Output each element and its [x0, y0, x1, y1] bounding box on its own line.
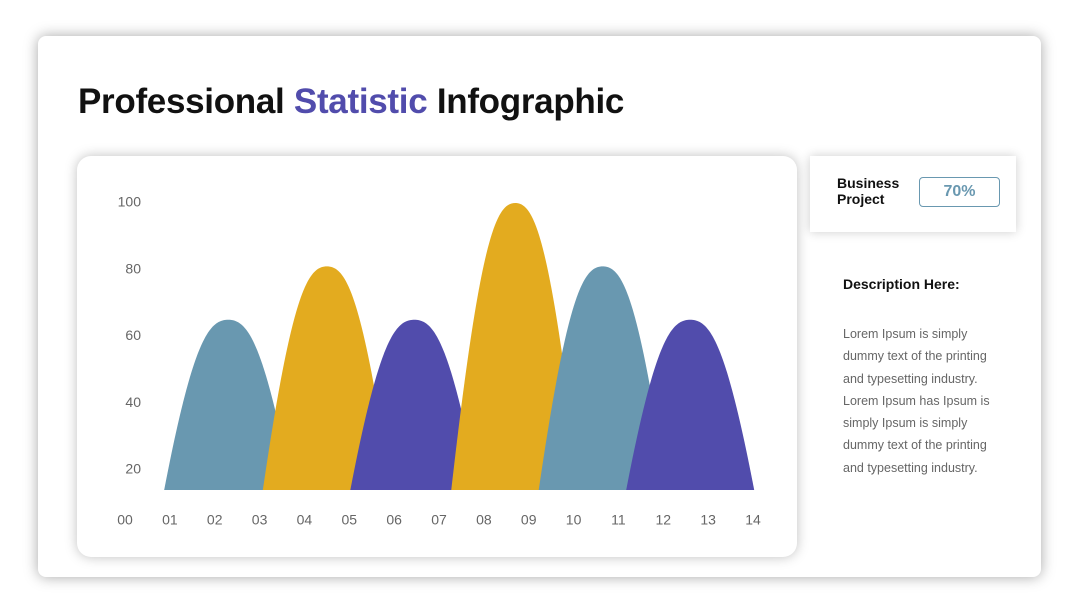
- x-tick-label: 09: [521, 512, 537, 528]
- x-tick-label: 00: [117, 512, 133, 528]
- peak: [164, 319, 293, 490]
- x-tick-label: 13: [700, 512, 716, 528]
- y-tick-label: 100: [118, 194, 142, 210]
- x-tick-label: 01: [162, 512, 178, 528]
- title-end: Infographic: [436, 82, 625, 121]
- x-tick-label: 05: [341, 512, 357, 528]
- x-tick-label: 14: [745, 512, 761, 528]
- y-tick-label: 20: [125, 461, 141, 477]
- x-tick-label: 02: [207, 512, 223, 528]
- x-tick-label: 12: [655, 512, 671, 528]
- x-tick-label: 06: [386, 512, 402, 528]
- stat-label: Business Project: [837, 175, 900, 207]
- peak: [350, 319, 479, 490]
- description-heading: Description Here:: [843, 276, 960, 292]
- title-highlight: Statistic: [293, 82, 428, 121]
- x-tick-label: 07: [431, 512, 447, 528]
- stat-card: Business Project 70%: [810, 156, 1016, 232]
- x-tick-label: 10: [566, 512, 582, 528]
- description-body: Lorem Ipsum is simply dummy text of the …: [843, 327, 990, 475]
- title: Professional Statistic Infographic: [78, 82, 624, 122]
- y-tick-label: 80: [125, 260, 141, 276]
- x-tick-label: 04: [297, 512, 313, 528]
- stat-badge: 70%: [919, 177, 1000, 207]
- x-tick-label: 03: [252, 512, 268, 528]
- peak: [626, 319, 755, 490]
- y-tick-label: 60: [125, 327, 141, 343]
- x-tick-label: 11: [611, 512, 626, 528]
- peak: [262, 266, 391, 490]
- y-tick-label: 40: [125, 394, 141, 410]
- title-start: Professional: [78, 82, 285, 121]
- x-tick-label: 08: [476, 512, 492, 528]
- peak: [451, 203, 580, 490]
- peak: [538, 266, 667, 490]
